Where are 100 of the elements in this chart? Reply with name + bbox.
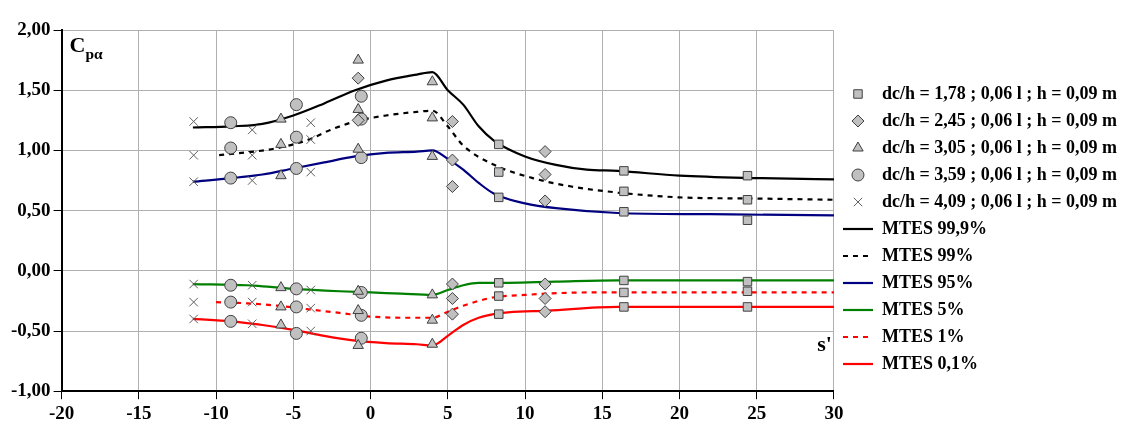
- x-tick-label: 5: [443, 401, 453, 423]
- point: [352, 102, 364, 113]
- point: [247, 175, 257, 186]
- point: [354, 89, 368, 103]
- point: [742, 170, 753, 181]
- x-tick-label: 0: [365, 401, 376, 423]
- point: [494, 167, 504, 177]
- point: [289, 282, 303, 296]
- point: [247, 150, 257, 160]
- point: [494, 278, 504, 288]
- point: [275, 137, 287, 148]
- point: [538, 291, 552, 305]
- point: [426, 288, 439, 299]
- point: [224, 314, 238, 328]
- legend-label: MTES 95%: [881, 271, 974, 292]
- point: [445, 153, 459, 167]
- line-series: [218, 109, 834, 201]
- legend-label: MTES 5%: [881, 298, 965, 319]
- point: [494, 139, 504, 150]
- y-tick-label: -0,50: [11, 318, 51, 340]
- point: [538, 277, 552, 291]
- x-tick-label: 30: [824, 401, 844, 423]
- x-tick-label: 15: [592, 401, 612, 423]
- point: [619, 275, 629, 286]
- point: [494, 291, 504, 301]
- point: [352, 284, 364, 295]
- point: [306, 167, 316, 177]
- point: [188, 279, 199, 289]
- x-tick-label: -20: [48, 401, 75, 423]
- y-tick-label: -1,00: [11, 379, 51, 401]
- point: [445, 180, 459, 194]
- y-tick-label: 2,00: [17, 17, 51, 39]
- point: [352, 304, 364, 315]
- point: [275, 112, 287, 123]
- point: [224, 116, 238, 130]
- point: [188, 116, 199, 127]
- legend-label: dc/h = 4,09 ; 0,06 l ; h = 0,09 m: [881, 190, 1118, 211]
- point: [224, 141, 238, 155]
- point: [426, 313, 439, 324]
- legend-label: dc/h = 3,59 ; 0,06 l ; h = 0,09 m: [881, 163, 1118, 184]
- x-tick-label: -15: [126, 401, 152, 423]
- point: [306, 285, 316, 295]
- point: [538, 194, 552, 208]
- y-tick-label: 0,00: [17, 258, 51, 280]
- point: [351, 71, 365, 85]
- point: [426, 75, 439, 86]
- legend-label: MTES 1%: [881, 325, 965, 346]
- x-tick-label: 20: [670, 401, 689, 423]
- point: [426, 111, 439, 122]
- point: [247, 280, 257, 290]
- point: [275, 169, 287, 180]
- point: [742, 276, 753, 287]
- x-tick-label: -10: [203, 401, 229, 423]
- y-tick-label: 1,50: [17, 78, 51, 100]
- legend-label: dc/h = 3,05 ; 0,06 l ; h = 0,09 m: [881, 136, 1118, 157]
- point: [538, 167, 552, 181]
- point: [352, 338, 364, 349]
- point: [289, 161, 303, 175]
- point: [538, 145, 552, 159]
- point: [445, 277, 459, 291]
- point: [352, 53, 364, 64]
- point: [275, 318, 287, 329]
- legend-label: dc/h = 1,78 ; 0,06 l ; h = 0,09 m: [881, 82, 1118, 103]
- point: [224, 171, 238, 185]
- line-series: [191, 71, 834, 181]
- x-axis-title: s': [817, 331, 832, 357]
- point: [742, 215, 753, 225]
- point: [275, 281, 287, 292]
- point: [306, 303, 316, 313]
- y-tick-label: 1,00: [17, 138, 51, 160]
- point: [289, 300, 303, 314]
- point: [619, 287, 629, 298]
- point: [289, 98, 303, 112]
- point: [289, 326, 303, 340]
- y-tick-label: 0,50: [17, 198, 51, 220]
- x-tick-label: -5: [285, 401, 302, 423]
- legend-label: dc/h = 2,45 ; 0,06 l ; h = 0,09 m: [881, 109, 1118, 130]
- point: [445, 115, 459, 128]
- point: [445, 291, 459, 305]
- point: [188, 297, 199, 307]
- point: [426, 149, 439, 160]
- point: [494, 192, 504, 203]
- point: [619, 302, 629, 312]
- legend-label: MTES 99,9%: [881, 217, 987, 238]
- point: [352, 142, 364, 153]
- point: [619, 186, 629, 197]
- point: [224, 295, 238, 309]
- point: [188, 150, 199, 160]
- x-tick-label: 10: [515, 401, 535, 423]
- point: [426, 337, 439, 348]
- point: [275, 300, 287, 311]
- point: [742, 286, 753, 297]
- point: [247, 125, 257, 135]
- point: [354, 151, 368, 165]
- point: [306, 326, 316, 336]
- point: [538, 305, 552, 319]
- point: [306, 117, 316, 128]
- point: [619, 166, 629, 176]
- point: [224, 278, 238, 292]
- point: [188, 314, 199, 324]
